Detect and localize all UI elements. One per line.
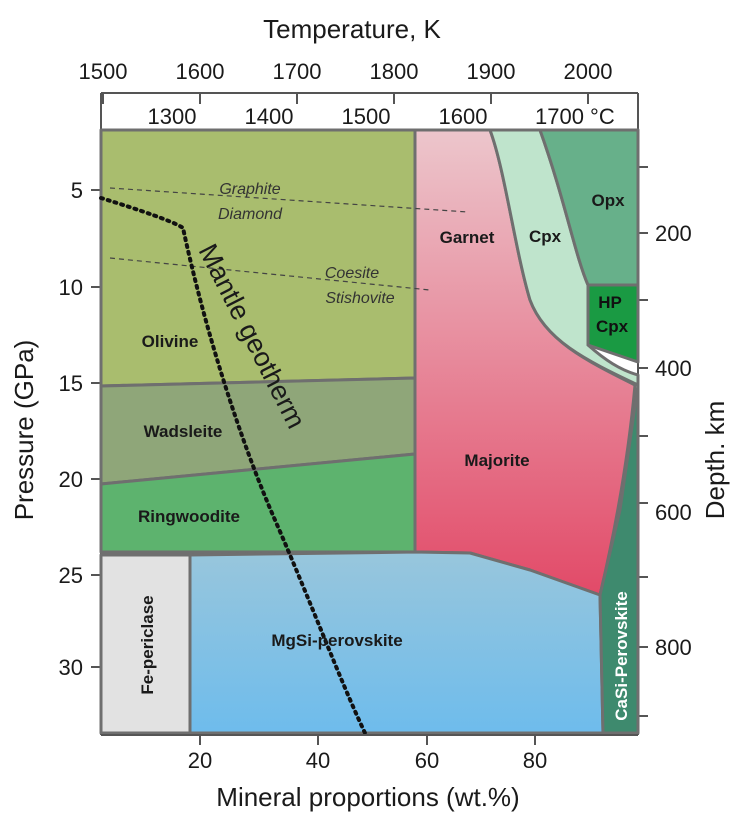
top-axis-title: Temperature, K: [263, 14, 441, 44]
right-axis-title: Depth. km: [700, 401, 730, 520]
depth-tick: 600: [655, 500, 692, 525]
opx-label: Opx: [591, 191, 625, 210]
cpx-label: Cpx: [529, 227, 562, 246]
kelvin-tick: 1900: [467, 59, 516, 84]
kelvin-axis: [101, 92, 638, 104]
phase-labels: Olivine Wadsleite Ringwoodite Garnet Maj…: [138, 191, 631, 721]
coesite-label: Coesite: [325, 265, 379, 282]
depth-tick: 200: [655, 221, 692, 246]
depth-tick: 800: [655, 635, 692, 660]
depth-tick: 400: [655, 356, 692, 381]
celsius-tick: 1400: [245, 104, 294, 129]
fe-periclase-label: Fe-periclase: [138, 595, 157, 694]
ringwoodite-label: Ringwoodite: [138, 507, 240, 526]
graphite-label: Graphite: [219, 181, 280, 198]
bottom-axis-title: Mineral proportions (wt.%): [216, 782, 519, 812]
casi-perovskite-field: [598, 383, 640, 735]
hp-cpx-label-line1: HP: [598, 293, 622, 312]
celsius-tick-labels: 1300 1400 1500 1600 1700 °C: [148, 104, 615, 129]
proportion-tick: 60: [415, 748, 439, 773]
celsius-tick: 1300: [148, 104, 197, 129]
kelvin-tick: 2000: [564, 59, 613, 84]
kelvin-tick: 1600: [176, 59, 225, 84]
pressure-tick: 5: [71, 178, 83, 203]
celsius-tick: 1700 °C: [535, 104, 615, 129]
stishovite-label: Stishovite: [325, 290, 394, 307]
wadsleite-label: Wadsleite: [144, 422, 223, 441]
proportion-tick: 20: [188, 748, 212, 773]
pressure-tick: 10: [59, 275, 83, 300]
mgsi-perovskite-label: MgSi-perovskite: [271, 631, 402, 650]
proportion-tick: 40: [306, 748, 330, 773]
diamond-label: Diamond: [218, 206, 283, 223]
pressure-tick: 20: [59, 467, 83, 492]
phase-regions: [99, 128, 640, 735]
mantle-geotherm-curve: [99, 196, 367, 735]
graphite-diamond-line: [109, 187, 469, 213]
pressure-tick: 30: [59, 655, 83, 680]
olivine-label: Olivine: [142, 332, 199, 351]
celsius-tick: 1500: [342, 104, 391, 129]
proportion-axis: [101, 734, 638, 745]
pressure-tick-labels: 5 10 15 20 25 30: [59, 178, 83, 680]
majorite-label: Majorite: [464, 451, 529, 470]
left-axis-title: Pressure (GPa): [9, 340, 39, 521]
kelvin-tick: 1800: [370, 59, 419, 84]
pressure-tick: 15: [59, 371, 83, 396]
kelvin-tick: 1700: [273, 59, 322, 84]
kelvin-tick-labels: 1500 1600 1700 1800 1900 2000: [79, 59, 613, 84]
celsius-tick: 1600: [439, 104, 488, 129]
hp-cpx-label-line2: Cpx: [596, 317, 629, 336]
depth-tick-labels: 200 400 600 800: [655, 221, 692, 660]
mgsi-perovskite-field: [188, 550, 605, 735]
kelvin-tick: 1500: [79, 59, 128, 84]
reaction-lines: [109, 187, 469, 291]
casi-perovskite-label: CaSi-Perovskite: [612, 591, 631, 720]
proportion-tick-labels: 20 40 60 80: [188, 748, 547, 773]
pressure-tick: 25: [59, 563, 83, 588]
garnet-label: Garnet: [440, 228, 495, 247]
proportion-tick: 80: [523, 748, 547, 773]
hp-cpx-field: [586, 283, 640, 364]
